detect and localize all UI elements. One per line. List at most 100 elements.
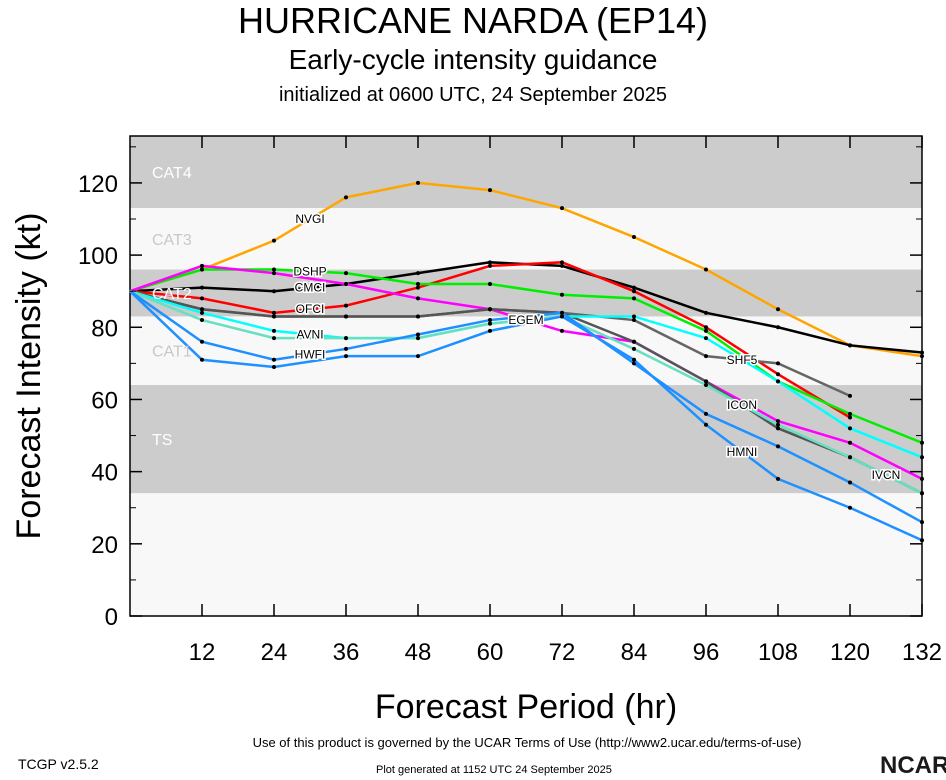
band-label: CAT3 [152,232,192,249]
data-point-nvgi [416,180,420,185]
x-tick-label: 60 [477,639,504,666]
series-label-dshp: DSHP [293,264,326,278]
data-point-nvgi [272,238,276,243]
series-label-egem: EGEM [508,313,543,327]
data-point-hwfi [200,339,204,344]
plot-frame [129,135,923,617]
data-point-icon [704,379,708,384]
band-label: CAT4 [152,165,192,182]
data-point-hwfi [848,480,852,485]
data-point-icon [344,314,348,319]
data-point-shf5 [848,393,852,398]
data-point-ofci [344,303,348,308]
data-point-dshp [920,440,924,445]
data-point-hmni [632,357,636,362]
data-point-icon [632,339,636,344]
data-point-dshp [272,267,276,272]
data-point-shf5 [632,318,636,323]
data-point-ivcn [344,336,348,341]
data-point-ofci [416,285,420,290]
series-label-avni: AVNI [296,327,323,341]
data-point-icon [416,314,420,319]
data-point-ofci [776,372,780,377]
x-tick-label: 120 [830,639,870,666]
data-point-nvgi [920,354,924,359]
data-point-ivcn [776,422,780,427]
series-label-icon: ICON [727,398,757,412]
data-point-avni [704,336,708,341]
x-tick-label: 48 [405,639,432,666]
data-point-hwfi [488,318,492,323]
series-label-hmni: HMNI [727,445,758,459]
band-cat2 [130,269,922,317]
series-label-ofci: OFCI [296,302,325,316]
data-point-egem [272,271,276,276]
data-point-egem [416,296,420,301]
data-point-ofci [560,260,564,265]
data-point-egem [560,328,564,333]
data-point-egem [200,263,204,268]
data-point-nvgi [704,267,708,272]
data-point-dshp [848,411,852,416]
data-point-egem [776,419,780,424]
data-point-hmni [344,354,348,359]
data-point-hmni [776,476,780,481]
band-cat4 [130,136,922,209]
series-line-icon [129,289,923,495]
data-point-hmni [704,422,708,427]
data-point-avni [848,426,852,431]
x-tick-label: 36 [333,639,360,666]
data-point-hmni [200,357,204,362]
series-label-nvgi: NVGI [295,212,324,226]
data-point-hwfi [416,332,420,337]
data-point-avni [776,379,780,384]
y-tick-label: 120 [78,171,118,198]
data-point-ivcn [920,491,924,496]
data-point-icon [488,307,492,312]
data-point-ivcn [200,318,204,323]
data-point-hmni [560,314,564,319]
band-label: CAT2 [152,286,192,303]
ncar-logo: NCAR [880,752,946,779]
data-point-cmci [200,285,204,290]
chart-subtitle: Early-cycle intensity guidance [288,44,658,75]
data-point-ofci [488,263,492,268]
data-point-hmni [488,328,492,333]
band-cat3 [130,208,922,270]
data-point-ivcn [416,336,420,341]
data-point-hwfi [272,357,276,362]
series-lines [129,180,924,543]
data-point-cmci [560,263,564,268]
data-point-nvgi [488,188,492,193]
data-point-dshp [704,328,708,333]
terms-text: Use of this product is governed by the U… [252,735,802,750]
data-point-hwfi [704,411,708,416]
y-tick-label: 80 [91,315,118,342]
data-point-dshp [560,292,564,297]
data-point-icon [200,307,204,312]
data-point-icon [272,314,276,319]
series-line-hwfi [129,290,923,524]
data-point-hwfi [920,520,924,525]
data-point-hmni [848,505,852,510]
data-point-ofci [632,289,636,294]
version-label: TCGP v2.5.2 [18,756,99,772]
band-ts [130,385,922,494]
data-point-cmci [776,325,780,330]
data-point-nvgi [776,307,780,312]
data-point-cmci [920,350,924,355]
data-point-dshp [488,281,492,286]
data-point-avni [272,328,276,333]
data-point-ivcn [632,346,636,351]
band-label: TS [152,432,172,449]
x-tick-label: 84 [621,639,648,666]
data-point-ofci [272,310,276,315]
y-axis-label: Forecast Intensity (kt) [10,213,48,540]
data-point-dshp [416,281,420,286]
band-label: CAT1 [152,344,192,361]
data-point-ofci [848,415,852,420]
series-label-shf5: SHF5 [727,353,758,367]
y-tick-label: 100 [78,243,118,270]
series-label-hwfi: HWFI [295,347,326,361]
